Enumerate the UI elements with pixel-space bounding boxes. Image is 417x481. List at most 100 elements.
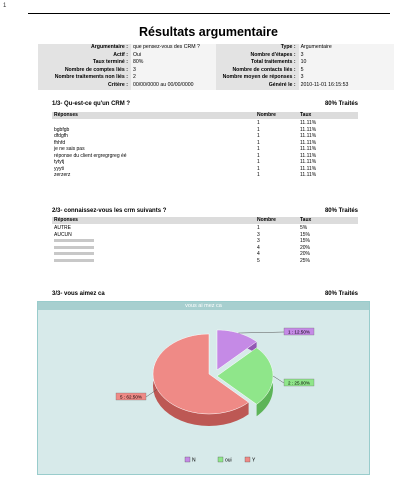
row-nombre: 4 xyxy=(257,251,260,257)
table-row: tytytj 1 11.11% xyxy=(52,159,358,166)
col-nombre: Nombre xyxy=(257,217,276,223)
table-row: 1 11.11% xyxy=(52,120,358,127)
meta-value: 10 xyxy=(298,59,394,67)
question-2-rows: AUTRE 1 5% AUCUN 3 15% 3 15% 4 20% 4 20% 5 25% xyxy=(52,225,358,264)
table-row: zerzerz 1 11.11% xyxy=(52,172,358,179)
meta-row: Nombre moyen de réponses :3 xyxy=(216,74,394,82)
row-taux: 20% xyxy=(300,251,311,257)
row-taux: 11.11% xyxy=(300,133,317,139)
meta-key: Total traitements : xyxy=(250,59,296,66)
col-taux: Taux xyxy=(300,112,312,118)
meta-row: Taux terminé :80% xyxy=(38,59,216,67)
pie-label-box xyxy=(283,327,315,336)
treated-percent: 80% Traités xyxy=(324,291,358,297)
meta-value: 3 xyxy=(298,51,394,60)
row-taux: 11.11% xyxy=(300,139,317,146)
meta-value: que pensez-vous des CRM ? xyxy=(130,44,216,52)
row-nombre: 1 xyxy=(257,133,260,139)
header-rule xyxy=(28,13,390,14)
meta-row: Nombre traitements non liés :2 xyxy=(38,74,216,82)
meta-row: Nombre de comptes liés :3 xyxy=(38,66,216,75)
meta-row: Nombre d'étapes :3 xyxy=(216,51,394,60)
meta-key: Nombre moyen de réponses : xyxy=(222,74,296,81)
treated-percent: 80% Traités xyxy=(324,208,358,214)
pie-data-label: 5 : 62.50% xyxy=(120,395,142,400)
legend-label: N xyxy=(192,458,196,464)
col-taux: Taux xyxy=(300,217,312,223)
row-reponse: yyyti xyxy=(54,165,64,172)
table-row: AUTRE 1 5% xyxy=(52,225,358,232)
table-header: Réponses Nombre Taux xyxy=(52,112,358,119)
row-taux: 15% xyxy=(300,238,311,244)
row-taux: 11.11% xyxy=(300,120,317,126)
meta-value: 3 xyxy=(130,66,216,75)
meta-key: Généré le : xyxy=(268,81,296,88)
row-nombre: 5 xyxy=(257,257,260,264)
row-reponse: tytytj xyxy=(54,159,65,165)
redacted-text xyxy=(54,239,94,243)
row-reponse xyxy=(54,245,94,252)
row-nombre: 1 xyxy=(257,172,260,178)
row-nombre: 1 xyxy=(257,165,260,172)
row-taux: 20% xyxy=(300,244,311,251)
row-nombre: 3 xyxy=(257,238,260,244)
pie-label-box xyxy=(283,378,315,387)
meta-row: Actif : Oui xyxy=(38,51,216,60)
meta-key: Type : xyxy=(280,44,296,50)
row-taux: 11.11% xyxy=(300,159,317,165)
row-reponse: AUTRE xyxy=(54,225,71,231)
pie-slice-Y xyxy=(152,333,250,415)
table-row: 5 25% xyxy=(52,258,358,265)
chart-title: vous ai mez ca xyxy=(38,302,369,310)
table-row: AUCUN 3 15% xyxy=(52,232,358,239)
meta-key: Nombre traitements non liés : xyxy=(54,74,128,81)
treated-percent: 80% Traités xyxy=(324,101,358,107)
pie-chart: 1 : 12.50% 2 : 25.00% 5 : 62.50% N oui Y xyxy=(115,327,315,464)
legend-swatch xyxy=(184,456,191,463)
table-row: dfdgfh 1 11.11% xyxy=(52,133,358,140)
row-nombre: 3 xyxy=(257,231,260,238)
question-3-header: 3/3- vous aimez ca 80% Traités xyxy=(52,291,358,297)
pie-data-label: 1 : 12.50% xyxy=(288,330,310,335)
meta-value: 2010-11-01 16:15:53 xyxy=(298,81,394,90)
row-nombre: 1 xyxy=(257,225,260,231)
row-reponse: AUCUN xyxy=(54,231,72,238)
pie-slice-side-Y xyxy=(153,334,249,426)
legend-swatch xyxy=(244,456,251,463)
pie-label-leader xyxy=(145,389,158,398)
question-title: 2/3- connaissez-vous les crm suivants ? xyxy=(52,208,167,214)
meta-value: Oui xyxy=(130,51,216,60)
meta-key: Argumentaire : xyxy=(91,44,128,50)
row-taux: 11.11% xyxy=(300,146,317,152)
meta-value: 00/00/0000 au 00/00/0000 xyxy=(130,81,216,90)
table-header: Réponses Nombre Taux xyxy=(52,217,358,224)
redacted-text xyxy=(54,245,94,249)
meta-value: Argumentaire xyxy=(298,44,394,52)
meta-value: 3 xyxy=(298,74,394,82)
meta-row: Critère :00/00/0000 au 00/00/0000 xyxy=(38,81,216,90)
row-reponse xyxy=(54,238,94,245)
row-reponse xyxy=(54,251,94,258)
row-taux: 15% xyxy=(300,231,311,238)
row-nombre: 1 xyxy=(257,146,260,152)
row-reponse: réponse du client ergregrgreg éé xyxy=(54,152,127,159)
row-taux: 11.11% xyxy=(300,165,317,172)
row-nombre: 4 xyxy=(257,244,260,251)
meta-key: Actif : xyxy=(113,51,128,58)
pie-label-leader xyxy=(238,331,285,334)
row-nombre: 1 xyxy=(257,126,260,133)
meta-row: Argumentaire : que pensez-vous des CRM ? xyxy=(38,44,216,52)
row-nombre: 1 xyxy=(257,159,260,165)
question-title: 1/3- Qu-est-ce qu'un CRM ? xyxy=(52,101,131,107)
meta-right-panel: Type : Argumentaire Nombre d'étapes :3 Tota… xyxy=(216,44,394,90)
redacted-text xyxy=(54,252,94,256)
table-row: 3 15% xyxy=(52,238,358,245)
meta-row: Type : Argumentaire xyxy=(216,44,394,52)
row-reponse: bgbfgb xyxy=(54,126,70,133)
meta-key: Nombre d'étapes : xyxy=(250,51,296,58)
legend-swatch xyxy=(217,456,224,463)
meta-value: 5 xyxy=(298,66,394,75)
meta-key: Critère : xyxy=(108,81,128,88)
pie-slice-N xyxy=(216,329,258,371)
